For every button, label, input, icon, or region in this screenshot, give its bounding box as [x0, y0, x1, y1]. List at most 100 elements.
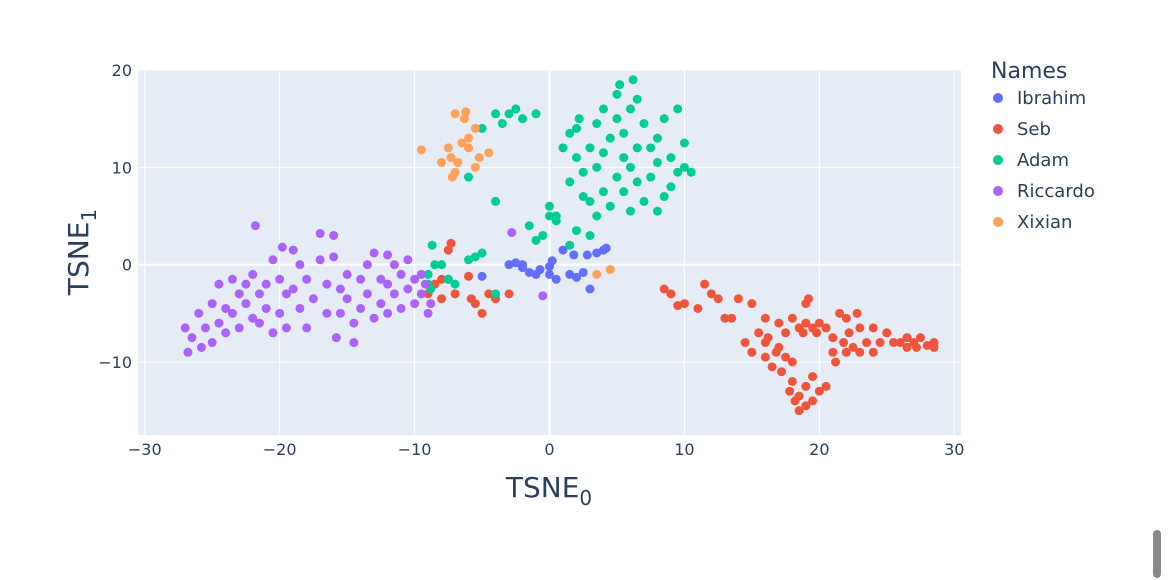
- data-point: [619, 153, 629, 163]
- data-point: [470, 252, 480, 262]
- data-point: [774, 342, 784, 352]
- series-riccardo: [180, 221, 548, 357]
- legend-item-riccardo[interactable]: Riccardo: [993, 181, 1095, 202]
- data-point: [335, 284, 345, 294]
- legend-item-ibrahim[interactable]: Ibrahim: [993, 88, 1086, 109]
- data-point: [302, 274, 312, 284]
- legend-title: Names: [991, 59, 1067, 84]
- data-point: [774, 318, 784, 328]
- data-point: [464, 271, 474, 281]
- data-point: [569, 250, 579, 260]
- data-point: [268, 255, 278, 265]
- data-point: [511, 104, 521, 114]
- data-point: [625, 104, 635, 114]
- data-point: [234, 323, 244, 333]
- data-point: [443, 245, 453, 255]
- legend-label: Adam: [1017, 150, 1069, 171]
- data-point: [659, 114, 669, 124]
- data-point: [234, 289, 244, 299]
- data-point: [450, 289, 460, 299]
- data-point: [551, 211, 561, 221]
- legend-items: Ibrahim Seb Adam Riccardo Xixian: [993, 88, 1095, 233]
- data-point: [571, 226, 581, 236]
- legend-marker: [993, 155, 1003, 165]
- data-point: [787, 357, 797, 367]
- data-point: [275, 274, 285, 284]
- data-point: [356, 274, 366, 284]
- data-point: [446, 153, 456, 163]
- data-point: [430, 260, 440, 270]
- data-point: [625, 206, 635, 216]
- data-point: [423, 269, 433, 279]
- data-point: [261, 279, 271, 289]
- data-point: [464, 133, 474, 143]
- data-point: [443, 143, 453, 153]
- data-point: [254, 289, 264, 299]
- data-point: [410, 274, 420, 284]
- data-point: [423, 308, 433, 318]
- data-point: [254, 318, 264, 328]
- data-point: [531, 235, 541, 245]
- data-point: [180, 323, 190, 333]
- data-point: [565, 177, 575, 187]
- data-point: [464, 143, 474, 153]
- data-point: [446, 238, 456, 248]
- x-tick-label: 30: [944, 440, 964, 459]
- legend-label: Riccardo: [1017, 181, 1095, 202]
- data-point: [196, 342, 206, 352]
- legend-item-xixian[interactable]: Xixian: [993, 212, 1072, 233]
- data-point: [787, 313, 797, 323]
- data-point: [852, 308, 862, 318]
- data-point: [565, 269, 575, 279]
- data-point: [416, 289, 426, 299]
- data-point: [781, 328, 791, 338]
- data-point: [288, 284, 298, 294]
- data-point: [902, 342, 912, 352]
- data-point: [821, 381, 831, 391]
- data-point: [801, 401, 811, 411]
- data-point: [207, 338, 217, 348]
- x-tick-label: 10: [674, 440, 694, 459]
- data-point: [545, 262, 554, 272]
- legend-item-seb[interactable]: Seb: [993, 119, 1051, 140]
- data-point: [403, 255, 413, 265]
- data-point: [194, 308, 204, 318]
- data-point: [477, 308, 487, 318]
- series-adam: [423, 75, 696, 299]
- data-point: [592, 269, 602, 279]
- data-point: [612, 89, 622, 99]
- data-point: [342, 269, 352, 279]
- data-point: [571, 123, 581, 133]
- data-point: [295, 260, 305, 270]
- data-point: [538, 291, 548, 301]
- data-point: [470, 299, 480, 309]
- data-points: [180, 75, 939, 416]
- vertical-scrollbar[interactable]: [1153, 530, 1161, 578]
- data-point: [369, 313, 379, 323]
- data-point: [679, 162, 689, 172]
- data-point: [801, 381, 811, 391]
- legend-marker: [993, 124, 1003, 134]
- data-point: [720, 313, 730, 323]
- data-point: [524, 267, 534, 277]
- data-point: [443, 274, 453, 284]
- data-point: [605, 133, 615, 143]
- data-point: [733, 294, 743, 304]
- data-point: [322, 308, 332, 318]
- y-tick-label: 10: [112, 158, 132, 177]
- data-point: [808, 396, 818, 406]
- data-point: [389, 289, 399, 299]
- data-point: [518, 263, 528, 273]
- data-point: [241, 279, 251, 289]
- data-point: [578, 267, 588, 277]
- data-point: [673, 167, 683, 177]
- x-tick-label: −10: [398, 440, 432, 459]
- legend-item-adam[interactable]: Adam: [993, 150, 1069, 171]
- data-point: [895, 338, 905, 348]
- x-tick-label: 20: [809, 440, 829, 459]
- data-point: [491, 289, 501, 299]
- data-point: [841, 313, 851, 323]
- data-point: [335, 308, 345, 318]
- data-point: [740, 338, 750, 348]
- series-xixian: [416, 107, 615, 279]
